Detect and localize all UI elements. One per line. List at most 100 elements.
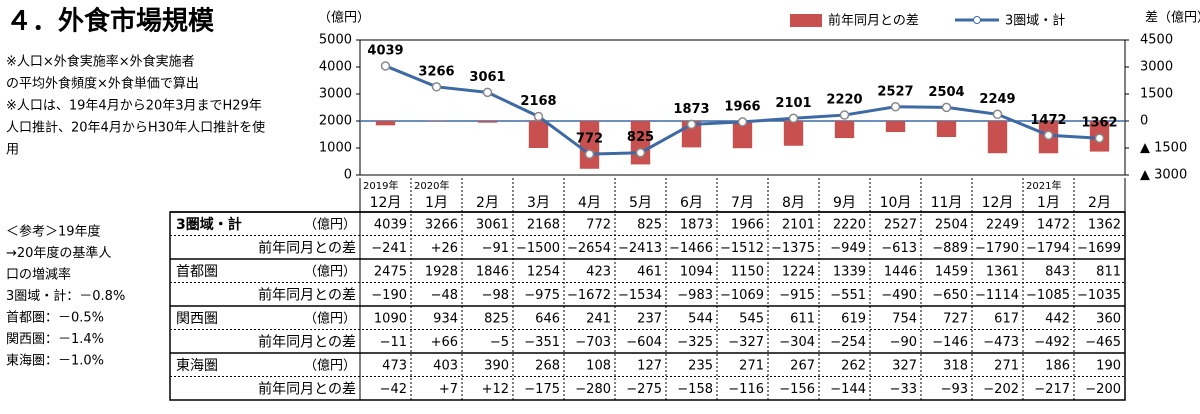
row-unit: （億円） (304, 216, 356, 232)
cell: −146 (932, 335, 968, 350)
y-axis-title: （億円） (318, 10, 370, 26)
cell: 1472 (1037, 217, 1070, 232)
cell: 390 (484, 358, 509, 373)
cell: 544 (688, 311, 713, 326)
line-marker (535, 112, 543, 120)
cell: 241 (586, 311, 611, 326)
cell: 186 (1045, 358, 1070, 373)
line-marker (382, 62, 390, 70)
cell: −1512 (720, 241, 764, 256)
x-tick-label: 2月 (476, 195, 499, 211)
legend-label: 前年同月との差 (828, 13, 919, 29)
reference-note: ＜参考＞19年度 (6, 224, 101, 240)
row-label: 3圏域・計 (176, 216, 242, 233)
cell: −1790 (975, 241, 1019, 256)
cell: −254 (830, 335, 866, 350)
bar (835, 121, 854, 138)
data-label: 2249 (979, 92, 1015, 107)
cell: 1446 (884, 264, 917, 279)
cell: 1873 (680, 217, 713, 232)
cell: −98 (482, 288, 509, 303)
cell: −703 (575, 335, 611, 350)
cell: 3266 (425, 217, 458, 232)
note: ※人口は、19年4月から20年3月までH29年 (6, 99, 262, 114)
cell: 825 (637, 217, 662, 232)
data-label: 1873 (673, 102, 709, 117)
row-label: 前年同月との差 (258, 286, 356, 303)
x-tick-label: 8月 (782, 195, 805, 211)
y-tick-label: 0 (344, 168, 352, 183)
cell: −280 (575, 382, 611, 397)
cell: −1466 (669, 241, 713, 256)
cell: 811 (1096, 264, 1121, 279)
cell: −202 (983, 382, 1019, 397)
cell: −551 (830, 288, 866, 303)
y2-tick-label: ▲ 3000 (1140, 168, 1187, 183)
y-tick-label: 5000 (319, 33, 352, 48)
cell: −91 (482, 241, 509, 256)
cell: −1672 (567, 288, 611, 303)
reference-note: 口の増減率 (6, 267, 71, 283)
cell: −327 (728, 335, 764, 350)
cell: 1254 (527, 264, 560, 279)
cell: −975 (524, 288, 560, 303)
cell: 1150 (731, 264, 764, 279)
y2-tick-label: 4500 (1140, 33, 1173, 48)
line-marker (484, 88, 492, 96)
reference-note: 首都圏：－0.5% (6, 311, 104, 326)
cell: 237 (637, 311, 662, 326)
cell: 2220 (833, 217, 866, 232)
cell: −1375 (771, 241, 815, 256)
cell: −351 (524, 335, 560, 350)
legend-marker (974, 17, 981, 24)
cell: 934 (433, 311, 458, 326)
x-tick-label: 9月 (833, 195, 856, 211)
cell: 442 (1045, 311, 1070, 326)
legend-swatch (790, 14, 822, 27)
cell: 3061 (476, 217, 509, 232)
data-label: 1966 (724, 99, 760, 114)
cell: 825 (484, 311, 509, 326)
cell: −1500 (516, 241, 560, 256)
cell: −1035 (1077, 288, 1121, 303)
cell: 2168 (527, 217, 560, 232)
cell: −949 (830, 241, 866, 256)
note: ※人口×外食実施率×外食実施者 (6, 54, 195, 70)
cell: −1114 (975, 288, 1019, 303)
x-tick-label: 7月 (731, 195, 754, 211)
data-label: 2168 (520, 94, 556, 109)
cell: 271 (739, 358, 764, 373)
cell: 646 (535, 311, 560, 326)
row-unit: （億円） (304, 357, 356, 373)
cell: −492 (1034, 335, 1070, 350)
cell: −1534 (618, 288, 662, 303)
cell: −650 (932, 288, 968, 303)
bar (784, 121, 803, 146)
row-label: 首都圏 (176, 264, 218, 280)
cell: −241 (371, 241, 407, 256)
cell: +26 (431, 241, 458, 256)
cell: 545 (739, 311, 764, 326)
data-label: 2220 (826, 93, 862, 108)
cell: −42 (380, 382, 407, 397)
cell: −2413 (618, 241, 662, 256)
bar (886, 121, 905, 132)
data-label: 2504 (928, 85, 964, 100)
year-label: 2020年 (414, 179, 449, 192)
bar (937, 121, 956, 137)
cell: −465 (1085, 335, 1121, 350)
cell: −11 (380, 335, 407, 350)
cell: 1459 (935, 264, 968, 279)
row-unit: （億円） (304, 263, 356, 279)
cell: −217 (1034, 382, 1070, 397)
cell: 727 (943, 311, 968, 326)
note: 用 (6, 143, 19, 158)
y-tick-label: 3000 (319, 87, 352, 102)
cell: 1224 (782, 264, 815, 279)
cell: −48 (431, 288, 458, 303)
cell: 461 (637, 264, 662, 279)
note: 人口推計、20年4月からH30年人口推計を使 (6, 120, 265, 136)
cell: −325 (677, 335, 713, 350)
line-marker (943, 103, 951, 111)
